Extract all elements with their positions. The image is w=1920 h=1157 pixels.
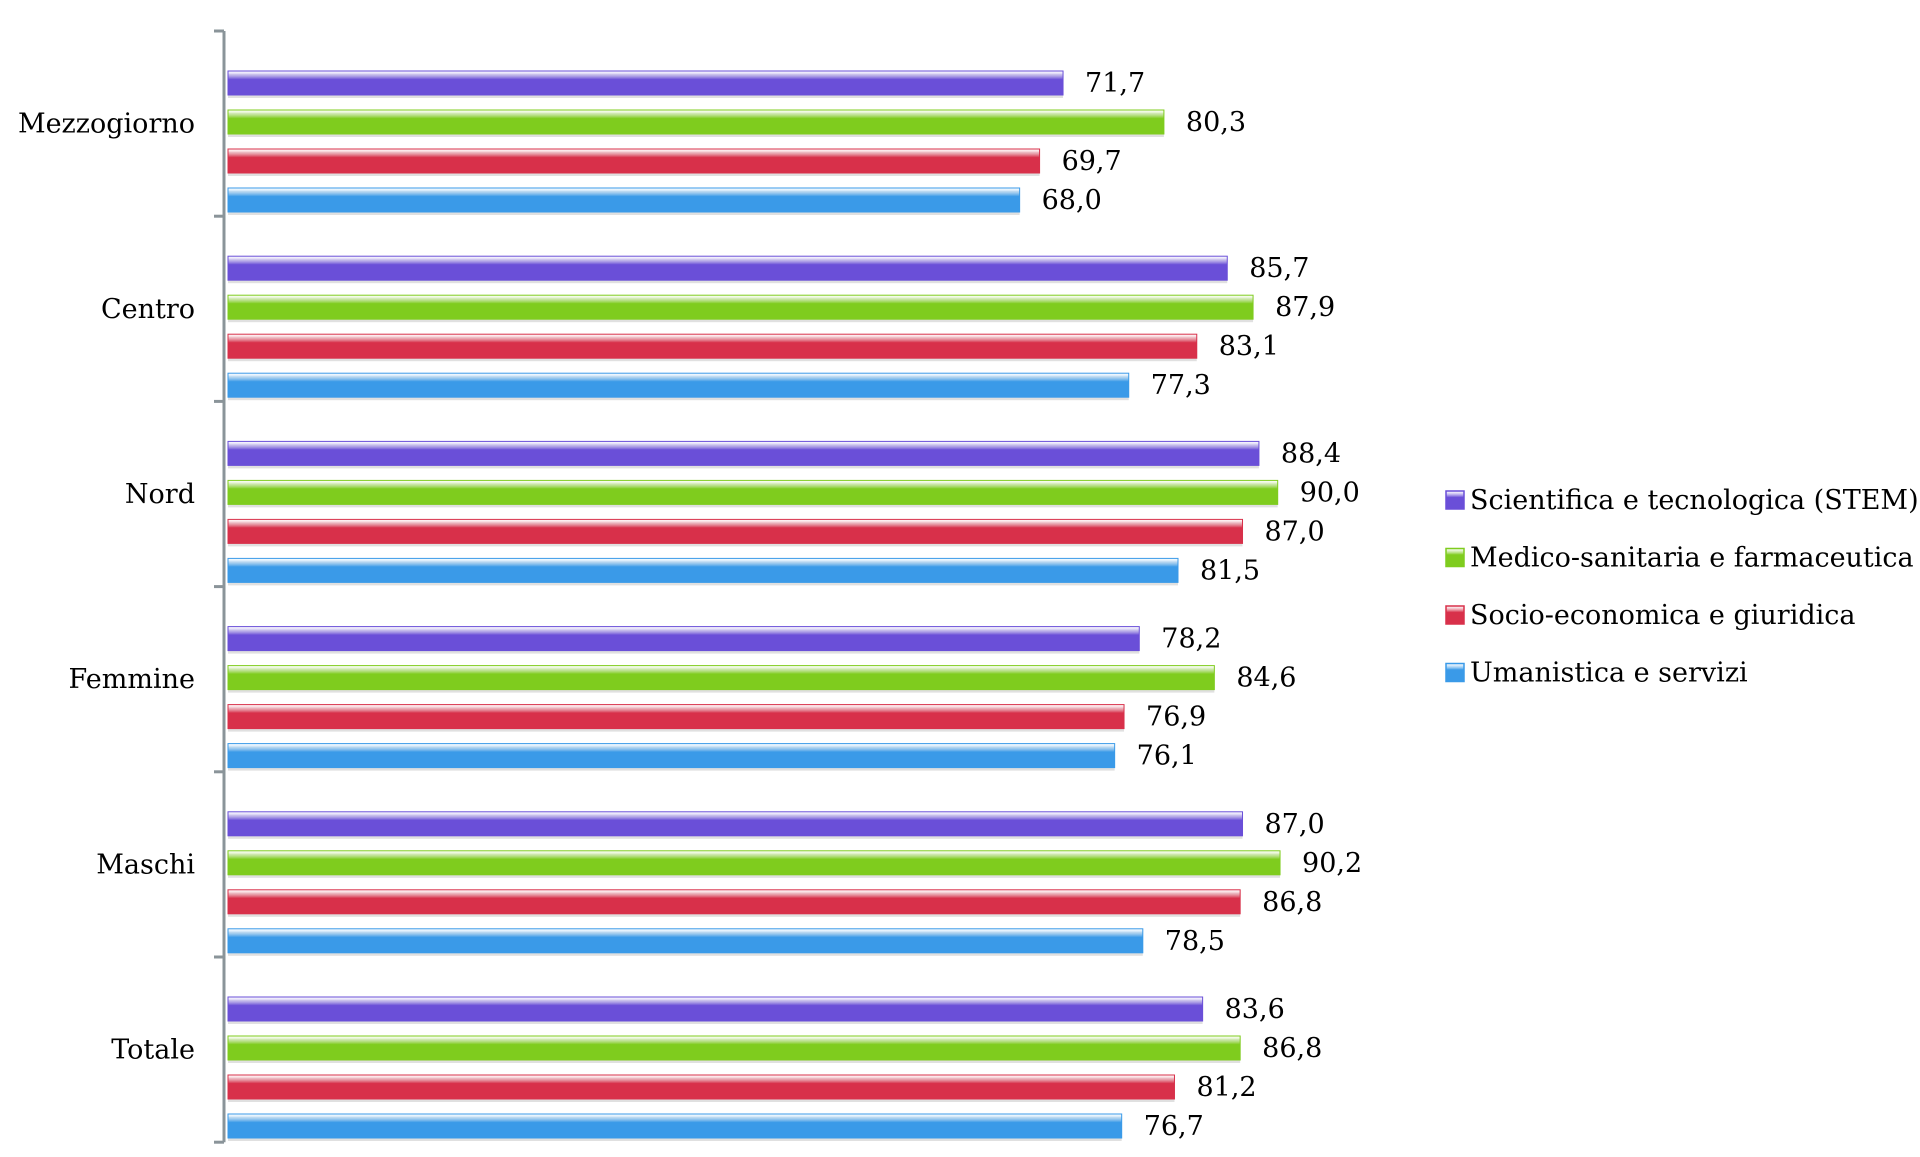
bar (227, 70, 1064, 96)
bar (227, 1113, 1123, 1139)
bar (227, 109, 1165, 135)
bar (227, 294, 1254, 320)
bar (227, 811, 1244, 837)
value-label: 87,9 (1275, 292, 1335, 323)
legend: Scientifica e tecnologica (STEM) Medico-s… (1445, 485, 1919, 689)
bars: 71,7 80,3 69,7 68,0 85,7 87,9 83,1 77,3 88,4 90,0… (227, 68, 1362, 1142)
legend-label: Socio-economica e giuridica (1470, 600, 1855, 631)
category-label: Mezzogiorno (18, 109, 195, 140)
category-label: Totale (111, 1035, 195, 1066)
value-label: 83,1 (1219, 331, 1279, 362)
bar (227, 372, 1130, 398)
value-label: 87,0 (1265, 809, 1325, 840)
bar (227, 333, 1198, 359)
bar (227, 148, 1041, 174)
value-label: 80,3 (1186, 107, 1246, 138)
legend-swatch (1445, 547, 1465, 568)
bar (227, 479, 1279, 505)
bar (227, 850, 1281, 876)
legend-swatch (1445, 605, 1465, 625)
bar (227, 743, 1116, 769)
bar (227, 1074, 1175, 1100)
category-label: Femmine (69, 664, 195, 695)
value-label: 87,0 (1265, 516, 1325, 547)
value-label: 90,2 (1302, 848, 1362, 879)
value-label: 83,6 (1225, 994, 1285, 1025)
legend-label: Umanistica e servizi (1470, 658, 1748, 689)
value-label: 76,9 (1146, 702, 1206, 733)
legend-label: Medico-sanitaria e farmaceutica (1470, 543, 1914, 574)
category-label: Centro (101, 294, 195, 325)
bar (227, 1035, 1241, 1061)
bar (227, 440, 1260, 466)
bar (227, 996, 1204, 1022)
value-label: 86,8 (1262, 1033, 1322, 1064)
category-label: Maschi (96, 849, 195, 880)
bar (227, 626, 1140, 652)
value-label: 81,5 (1200, 555, 1260, 586)
value-label: 90,0 (1300, 477, 1360, 508)
bar (227, 255, 1228, 281)
bar (227, 889, 1241, 915)
value-label: 69,7 (1062, 146, 1122, 177)
value-label: 78,5 (1165, 926, 1225, 957)
value-label: 85,7 (1249, 253, 1309, 284)
bar (227, 187, 1021, 213)
legend-label: Scientifica e tecnologica (STEM) (1470, 485, 1919, 516)
y-axis: Mezzogiorno Centro Nord Femmine Maschi Totale (18, 29, 226, 1144)
value-label: 68,0 (1042, 185, 1102, 216)
legend-swatch (1445, 490, 1465, 510)
bar (227, 704, 1125, 730)
value-label: 71,7 (1085, 68, 1145, 99)
value-label: 78,2 (1161, 624, 1221, 655)
bar (227, 557, 1179, 583)
value-label: 88,4 (1281, 438, 1341, 469)
bar (227, 928, 1144, 954)
legend-swatch (1445, 662, 1465, 683)
value-label: 76,1 (1137, 741, 1197, 772)
value-label: 76,7 (1144, 1111, 1204, 1142)
category-label: Nord (125, 479, 195, 510)
value-label: 84,6 (1236, 663, 1296, 694)
bar (227, 665, 1215, 691)
value-label: 81,2 (1196, 1072, 1256, 1103)
value-label: 77,3 (1151, 370, 1211, 401)
bar (227, 518, 1244, 544)
value-label: 86,8 (1262, 887, 1322, 918)
